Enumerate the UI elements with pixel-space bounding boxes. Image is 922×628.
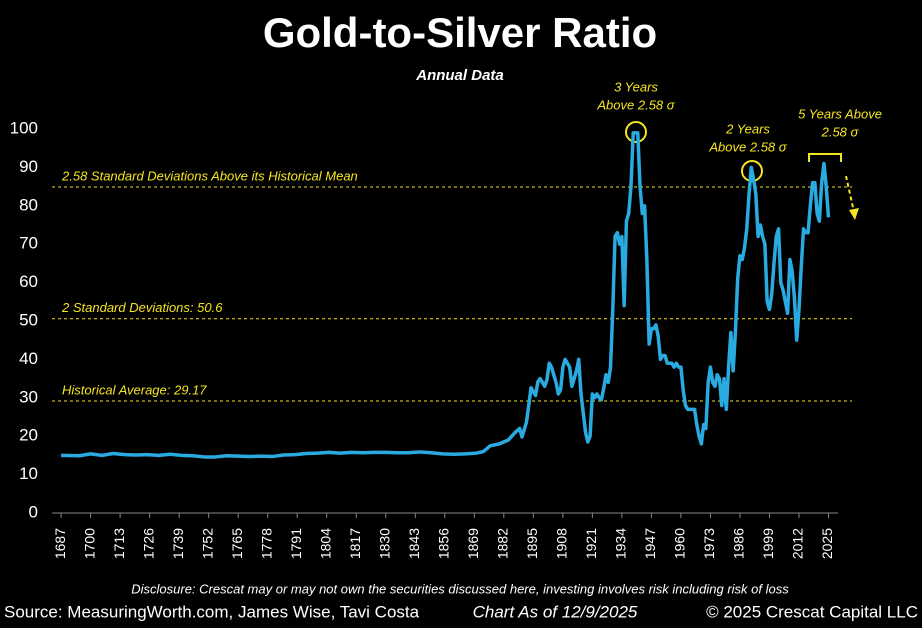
x-tick-label: 1934 bbox=[613, 528, 629, 559]
x-tick-label: 1739 bbox=[170, 528, 186, 559]
x-tick-label: 1856 bbox=[435, 528, 451, 559]
y-tick-label: 100 bbox=[10, 118, 38, 137]
y-tick-label: 10 bbox=[19, 464, 38, 483]
x-tick-label: 1752 bbox=[199, 528, 215, 559]
y-tick-label: 60 bbox=[19, 272, 38, 291]
arrow-head bbox=[849, 208, 859, 220]
y-tick-label: 20 bbox=[19, 426, 38, 445]
x-tick-label: 1895 bbox=[524, 528, 540, 559]
x-tick-label: 1778 bbox=[258, 528, 274, 559]
x-tick-label: 2012 bbox=[790, 528, 806, 559]
y-tick-label: 50 bbox=[19, 310, 38, 329]
x-tick-label: 1830 bbox=[376, 528, 392, 559]
y-tick-label: 30 bbox=[19, 387, 38, 406]
x-tick-label: 1986 bbox=[731, 528, 747, 559]
x-tick-label: 1791 bbox=[288, 528, 304, 559]
reference-label: 2.58 Standard Deviations Above its Histo… bbox=[61, 168, 358, 183]
highlight-circle bbox=[625, 121, 647, 143]
x-tick-label: 1999 bbox=[760, 528, 776, 559]
annotation: Above 2.58 σ bbox=[708, 139, 787, 154]
x-tick-label: 1765 bbox=[229, 528, 245, 559]
disclosure: Disclosure: Crescat may or may not own t… bbox=[131, 581, 789, 596]
x-tick-label: 1713 bbox=[111, 528, 127, 559]
annotation: 2.58 σ bbox=[821, 124, 860, 139]
x-tick-label: 1817 bbox=[347, 528, 363, 559]
x-tick-label: 2025 bbox=[819, 528, 835, 559]
bracket bbox=[808, 153, 842, 162]
annotation: 2 Years bbox=[725, 121, 770, 136]
reference-label: Historical Average: 29.17 bbox=[62, 382, 207, 397]
x-tick-label: 1973 bbox=[701, 528, 717, 559]
annotation: 3 Years bbox=[614, 79, 658, 94]
x-tick-label: 1869 bbox=[465, 528, 481, 559]
chart-date: Chart As of 12/9/2025 bbox=[473, 602, 638, 621]
y-tick-label: 70 bbox=[19, 234, 38, 253]
x-tick-label: 1804 bbox=[317, 528, 333, 559]
arrow bbox=[845, 175, 855, 213]
chart-subtitle: Annual Data bbox=[415, 67, 504, 84]
annotation: Above 2.58 σ bbox=[596, 97, 675, 112]
y-tick-label: 40 bbox=[19, 349, 38, 368]
chart-title: Gold-to-Silver Ratio bbox=[263, 9, 657, 56]
x-tick-label: 1843 bbox=[406, 528, 422, 559]
x-tick-label: 1726 bbox=[140, 528, 156, 559]
x-tick-label: 1908 bbox=[554, 528, 570, 559]
annotation: 5 Years Above bbox=[798, 106, 882, 121]
copyright: © 2025 Crescat Capital LLC bbox=[706, 602, 918, 621]
highlight-circle bbox=[741, 160, 763, 182]
reference-label: 2 Standard Deviations: 50.6 bbox=[61, 300, 223, 315]
x-tick-label: 1882 bbox=[495, 528, 511, 559]
ratio-line bbox=[61, 131, 831, 459]
x-tick-label: 1700 bbox=[81, 528, 97, 559]
x-tick-label: 1960 bbox=[672, 528, 688, 559]
y-tick-label: 0 bbox=[29, 502, 38, 521]
x-tick-label: 1921 bbox=[583, 528, 599, 559]
y-tick-label: 80 bbox=[19, 195, 38, 214]
y-tick-label: 90 bbox=[19, 157, 38, 176]
x-tick-label: 1947 bbox=[642, 528, 658, 559]
source: Source: MeasuringWorth.com, James Wise, … bbox=[4, 602, 420, 621]
x-tick-label: 1687 bbox=[52, 528, 68, 559]
